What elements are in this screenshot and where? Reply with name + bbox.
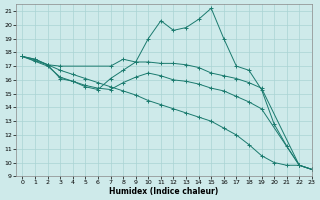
X-axis label: Humidex (Indice chaleur): Humidex (Indice chaleur) [109,187,219,196]
